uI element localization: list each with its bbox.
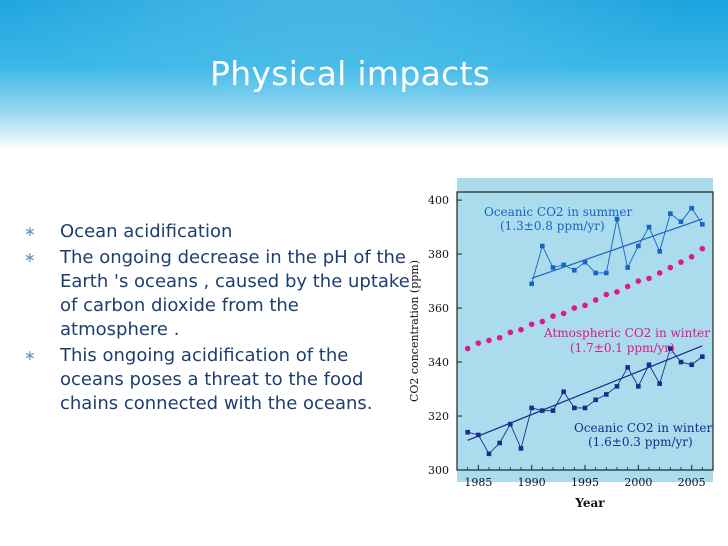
legend-atmos-rate: (1.7±0.1 ppm/yr) (570, 341, 675, 355)
bullet-item: ∗ Ocean acidification (20, 220, 410, 244)
bullet-list: ∗ Ocean acidification ∗ The ongoing decrea… (20, 220, 410, 418)
data-point (464, 345, 471, 352)
data-point (550, 408, 556, 413)
data-point (486, 451, 492, 457)
data-point (528, 321, 535, 328)
chart-background (457, 178, 713, 482)
legend-summer-rate: (1.3±0.8 ppm/yr) (500, 219, 605, 233)
data-point (582, 302, 588, 309)
data-point (657, 249, 662, 254)
data-point (636, 243, 641, 249)
bullet-item: ∗ The ongoing decrease in the pH of the E… (20, 246, 410, 342)
x-tick-label: 2000 (624, 476, 652, 489)
data-point (529, 281, 534, 287)
trend-line (467, 345, 703, 441)
legend-winter-name: Oceanic CO2 in winter (574, 421, 713, 435)
data-point (614, 216, 620, 222)
bullet-text: Ocean acidification (60, 221, 233, 242)
data-point (540, 243, 545, 249)
data-point (486, 337, 492, 344)
y-axis-label: CO2 concentration (ppm) (408, 260, 421, 402)
data-point (496, 334, 503, 341)
data-point (625, 265, 630, 270)
data-point (582, 259, 588, 265)
x-tick-label: 1985 (464, 476, 492, 489)
bullet-text: The ongoing decrease in the pH of the Ea… (60, 247, 410, 340)
data-point (668, 346, 673, 351)
bullet-item: ∗ This ongoing acidification of the ocean… (20, 344, 410, 416)
data-point (550, 265, 556, 270)
data-point (540, 408, 545, 413)
data-point (700, 222, 705, 227)
y-tick-label: 300 (428, 464, 449, 477)
data-point (699, 245, 706, 252)
header-band (0, 0, 728, 150)
data-point (593, 270, 598, 276)
data-point (507, 329, 514, 336)
trend-line (531, 218, 703, 279)
legend-atmos-name: Atmospheric CO2 in winter (543, 326, 710, 340)
data-point (497, 440, 502, 446)
slide-title: Physical impacts (210, 54, 491, 93)
bullet-text: This ongoing acidification of the oceans… (60, 345, 373, 414)
data-point (656, 270, 663, 276)
data-point (476, 432, 481, 438)
data-point (646, 275, 652, 282)
y-tick-label: 380 (428, 248, 449, 261)
data-point (700, 354, 705, 359)
data-point (689, 205, 694, 211)
data-point (614, 384, 620, 389)
data-point (604, 392, 609, 397)
bullet-marker: ∗ (24, 348, 36, 364)
data-point (571, 305, 578, 311)
data-point (604, 270, 609, 276)
data-point (572, 405, 577, 411)
data-point (678, 259, 684, 265)
data-point (560, 310, 567, 317)
legend-summer-name: Oceanic CO2 in summer (484, 205, 633, 219)
data-point (657, 381, 662, 386)
data-point (625, 365, 630, 370)
data-point (518, 326, 524, 333)
bullet-marker: ∗ (24, 250, 36, 266)
data-point (614, 289, 620, 295)
x-axis-label: Year (574, 496, 605, 510)
y-tick-label: 320 (428, 410, 449, 423)
y-tick-label: 360 (428, 302, 449, 315)
data-point (688, 253, 695, 260)
legend-summer: Oceanic CO2 in summer (484, 205, 633, 219)
data-point (668, 211, 673, 216)
y-tick-label: 400 (428, 194, 449, 207)
data-point (646, 224, 652, 230)
legend-winter-rate: (1.6±0.3 ppm/yr) (588, 435, 693, 449)
data-point (529, 405, 534, 411)
data-point (550, 313, 556, 319)
data-point (592, 297, 599, 303)
data-point (635, 278, 642, 284)
x-tick-label: 1995 (571, 476, 599, 489)
data-point (636, 384, 641, 389)
x-tick-label: 2005 (678, 476, 706, 489)
data-point (475, 340, 482, 346)
data-point (539, 318, 546, 325)
data-point (518, 446, 524, 451)
data-point (582, 405, 588, 411)
data-point (678, 219, 684, 224)
data-point (603, 291, 610, 298)
y-tick-label: 340 (428, 356, 449, 369)
data-point (678, 359, 684, 365)
x-tick-label: 1990 (518, 476, 546, 489)
data-point (561, 262, 566, 268)
data-point (572, 267, 577, 273)
data-point (624, 283, 631, 290)
data-point (593, 397, 598, 403)
data-point (561, 389, 566, 395)
bullet-marker: ∗ (24, 224, 36, 240)
data-point (667, 264, 674, 271)
data-point (646, 362, 652, 368)
data-point (689, 362, 694, 368)
data-point (508, 421, 513, 427)
data-point (465, 429, 470, 435)
